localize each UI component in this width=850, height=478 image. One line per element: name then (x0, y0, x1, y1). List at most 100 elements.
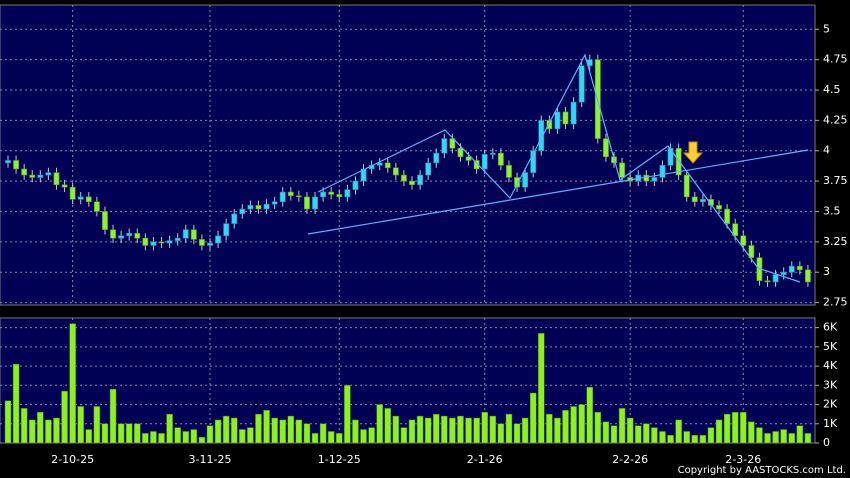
volume-bar (166, 413, 173, 444)
candle-body (215, 235, 221, 244)
candle-body (603, 138, 609, 158)
candle-body (207, 242, 213, 246)
volume-bar (408, 419, 416, 444)
volume-bar (239, 429, 246, 444)
y2-tick-label: 0 (823, 436, 830, 449)
candle-body (780, 271, 787, 275)
volume-bar (667, 435, 674, 444)
volume-bar (457, 415, 464, 444)
candle-body (667, 148, 674, 166)
volume-bar (416, 415, 424, 444)
candle-body (530, 150, 537, 173)
volume-bar (529, 392, 537, 444)
y-tick-label: 4.25 (823, 113, 848, 126)
y-tick-label: 4.75 (823, 53, 848, 66)
candle-body (805, 269, 811, 283)
candle-body (651, 177, 658, 182)
candle-body (231, 213, 238, 224)
volume-bar (344, 385, 351, 444)
volume-bar (578, 404, 585, 444)
volume-bar (707, 427, 715, 444)
volume-bar (554, 417, 561, 444)
candle-body (110, 229, 116, 239)
candle-body (716, 205, 722, 210)
volume-bar (134, 423, 141, 444)
volume-bar (61, 390, 68, 444)
candle-body (691, 196, 698, 203)
volume-bar (368, 427, 375, 444)
candle-body (659, 165, 666, 178)
candle-body (85, 196, 92, 203)
candle-body (409, 180, 415, 186)
x-tick-label: 2-1-26 (467, 453, 503, 466)
candle-body (489, 152, 496, 155)
volume-bar (158, 433, 165, 444)
volume-bar (327, 431, 335, 444)
candle-body (29, 174, 36, 178)
candle-body (546, 120, 553, 130)
copyright: Copyright by AASTOCKS.com Ltd. (678, 465, 846, 476)
y-tick-label: 4.5 (823, 83, 841, 96)
candle-body (425, 162, 432, 176)
candle-body (360, 168, 367, 182)
volume-bar (441, 415, 448, 444)
volume-bar (764, 433, 771, 444)
volume-bar (174, 427, 181, 444)
volume-bar (618, 408, 626, 444)
volume-bar (271, 417, 278, 444)
candle-body (312, 196, 318, 210)
x-tick-label: 3-11-25 (189, 453, 232, 466)
candle-body (708, 199, 714, 206)
candle-body (538, 120, 545, 152)
candle-body (764, 280, 771, 283)
volume-bar (594, 411, 602, 444)
candle-body (417, 174, 423, 186)
volume-bar (214, 419, 222, 444)
candle-body (683, 174, 690, 198)
x-tick-label: 1-12-25 (318, 453, 361, 466)
candle-body (102, 211, 108, 230)
candle-body (142, 237, 149, 246)
volume-bar (424, 417, 432, 444)
volume-bar (206, 425, 214, 444)
candle-body (554, 111, 561, 130)
volume-bar (150, 431, 157, 444)
volume-bar (77, 406, 84, 444)
candle-body (392, 167, 399, 176)
volume-bar (190, 429, 198, 444)
volume-bar (634, 425, 642, 444)
volume-bar (586, 386, 594, 444)
candle-body (239, 208, 246, 215)
x-tick-label: 2-3-26 (725, 453, 761, 466)
volume-bar (336, 433, 343, 444)
volume-bar (255, 413, 262, 444)
volume-bar (20, 408, 28, 444)
x-tick-label: 2-2-26 (612, 453, 648, 466)
volume-bar (263, 410, 270, 444)
volume-bar (723, 413, 731, 444)
y2-tick-label: 3K (823, 378, 838, 391)
volume-bar (295, 419, 303, 444)
volume-bar (626, 417, 634, 444)
candle-body (190, 229, 197, 240)
candle-body (441, 138, 448, 154)
candle-body (247, 205, 254, 210)
volume-bar (570, 406, 577, 444)
volume-bar (4, 400, 12, 444)
candle-body (174, 237, 181, 241)
candle-body (295, 195, 302, 198)
candle-body (514, 177, 520, 188)
candle-body (562, 111, 569, 125)
plot-layer: 2.75 3 3.25 3.5 3.75 4 4.25 4.5 4.75 5 0 1K 2K 3K 4K 5K… (0, 5, 848, 466)
volume-bar (740, 411, 747, 444)
y-tick-label: 3.75 (823, 174, 848, 187)
volume-bar (432, 413, 440, 444)
volume-bar (247, 427, 254, 444)
candle-body (37, 174, 44, 178)
candle-body (497, 152, 504, 166)
candle-body (748, 245, 755, 258)
volume-bar (715, 419, 723, 444)
candle-body (5, 160, 11, 164)
